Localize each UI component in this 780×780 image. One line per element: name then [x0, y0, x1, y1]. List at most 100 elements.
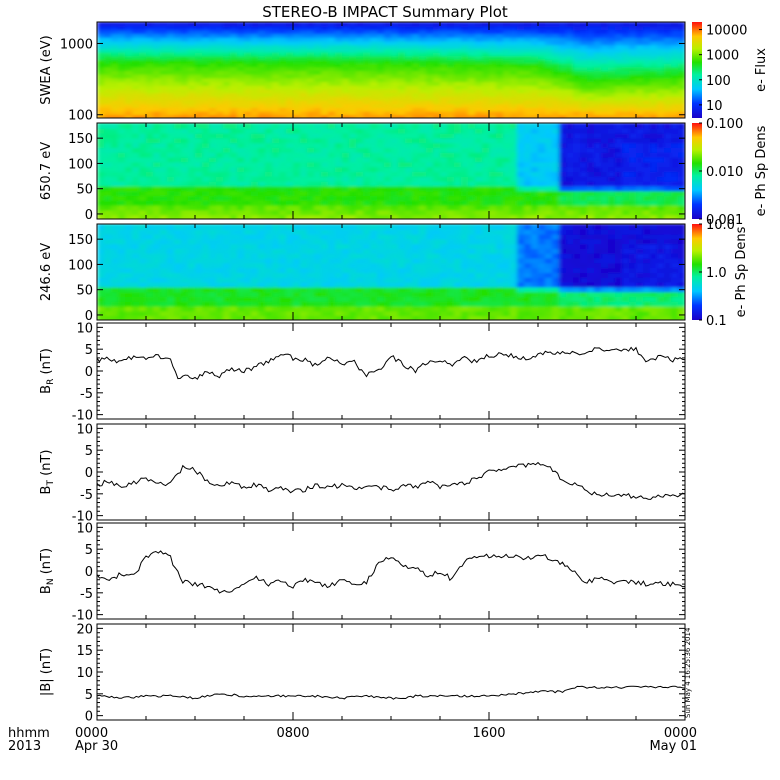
heatmap-cell — [503, 84, 511, 90]
heatmap-cell — [160, 156, 168, 163]
heatmap-cell — [384, 84, 392, 90]
heatmap-cell — [615, 44, 623, 49]
heatmap-cell — [664, 25, 672, 31]
heatmap-cell — [230, 238, 238, 245]
heatmap-cell — [580, 195, 588, 201]
heatmap-cell — [440, 204, 448, 211]
heatmap-cell — [419, 305, 427, 312]
heatmap-cell — [398, 166, 406, 172]
heatmap-cell — [223, 238, 231, 245]
heatmap-cell — [244, 70, 252, 75]
heatmap-cell — [195, 127, 203, 134]
heatmap-cell — [440, 185, 448, 192]
heatmap-cell — [251, 25, 259, 31]
heatmap-cell — [482, 44, 490, 49]
heatmap-cell — [475, 156, 483, 163]
heatmap-cell — [153, 73, 161, 79]
heatmap-cell — [244, 25, 252, 31]
heatmap-cell — [363, 190, 371, 196]
heatmap-cell — [160, 151, 168, 158]
heatmap-cell — [545, 44, 553, 49]
heatmap-cell — [601, 156, 609, 163]
heatmap-cell — [664, 73, 672, 79]
heatmap-cell — [545, 29, 553, 35]
heatmap-cell — [195, 267, 203, 273]
heatmap-cell — [314, 137, 322, 144]
heatmap-cell — [125, 243, 133, 249]
heatmap-cell — [412, 233, 420, 240]
heatmap-cell — [223, 103, 231, 108]
heatmap-cell — [447, 132, 455, 139]
heatmap-cell — [657, 55, 665, 60]
heatmap-cell — [279, 55, 287, 60]
heatmap-cell — [251, 81, 259, 86]
heatmap-cell — [195, 262, 203, 269]
heatmap-cell — [468, 214, 476, 219]
heatmap-cell — [244, 248, 252, 254]
heatmap-cell — [377, 156, 385, 163]
heatmap-cell — [265, 66, 273, 71]
heatmap-cell — [650, 199, 658, 206]
heatmap-cell — [349, 238, 357, 245]
heatmap-cell — [419, 22, 427, 27]
heatmap-cell — [622, 199, 630, 206]
heatmap-cell — [216, 137, 224, 144]
heatmap-cell — [538, 44, 546, 49]
heatmap-cell — [244, 92, 252, 97]
heatmap-cell — [223, 233, 231, 240]
heatmap-cell — [139, 204, 147, 211]
heatmap-cell — [321, 123, 329, 129]
heatmap-cell — [97, 238, 105, 245]
heatmap-cell — [419, 257, 427, 264]
heatmap-cell — [314, 209, 322, 216]
heatmap-cell — [265, 70, 273, 75]
heatmap-cell — [167, 233, 175, 240]
heatmap-cell — [419, 252, 427, 259]
heatmap-cell — [489, 151, 497, 158]
heatmap-cell — [160, 252, 168, 259]
heatmap-cell — [125, 276, 133, 283]
heatmap-cell — [622, 22, 630, 27]
heatmap-cell — [664, 166, 672, 172]
heatmap-cell — [244, 137, 252, 144]
heatmap-cell — [251, 106, 259, 112]
heatmap-cell — [342, 88, 350, 94]
heatmap-cell — [139, 55, 147, 60]
heatmap-cell — [559, 195, 567, 201]
heatmap-cell — [671, 70, 679, 75]
heatmap-cell — [664, 185, 672, 192]
heatmap-cell — [391, 22, 399, 27]
heatmap-cell — [531, 127, 539, 134]
heatmap-cell — [272, 70, 280, 75]
heatmap-cell — [433, 214, 441, 219]
heatmap-cell — [335, 315, 343, 320]
heatmap-cell — [580, 22, 588, 27]
heatmap-cell — [202, 81, 210, 86]
heatmap-cell — [153, 267, 161, 273]
heatmap-cell — [139, 166, 147, 172]
y-tick-label: 100 — [68, 157, 93, 172]
heatmap-cell — [468, 62, 476, 68]
heatmap-cell — [580, 123, 588, 129]
heatmap-cell — [538, 132, 546, 139]
heatmap-cell — [132, 180, 140, 187]
heatmap-cell — [230, 66, 238, 71]
heatmap-cell — [524, 166, 532, 172]
heatmap-cell — [405, 66, 413, 71]
heatmap-cell — [566, 81, 574, 86]
heatmap-cell — [538, 51, 546, 57]
heatmap-cell — [377, 296, 385, 302]
heatmap-cell — [454, 77, 462, 83]
heatmap-cell — [419, 77, 427, 83]
heatmap-cell — [258, 73, 266, 79]
heatmap-cell — [111, 95, 119, 101]
heatmap-cell — [188, 88, 196, 94]
heatmap-cell — [475, 66, 483, 71]
heatmap-cell — [167, 291, 175, 297]
heatmap-cell — [104, 315, 112, 320]
heatmap-cell — [601, 114, 609, 118]
heatmap-cell — [636, 110, 644, 116]
heatmap-cell — [538, 88, 546, 94]
heatmap-cell — [272, 291, 280, 297]
heatmap-cell — [251, 267, 259, 273]
